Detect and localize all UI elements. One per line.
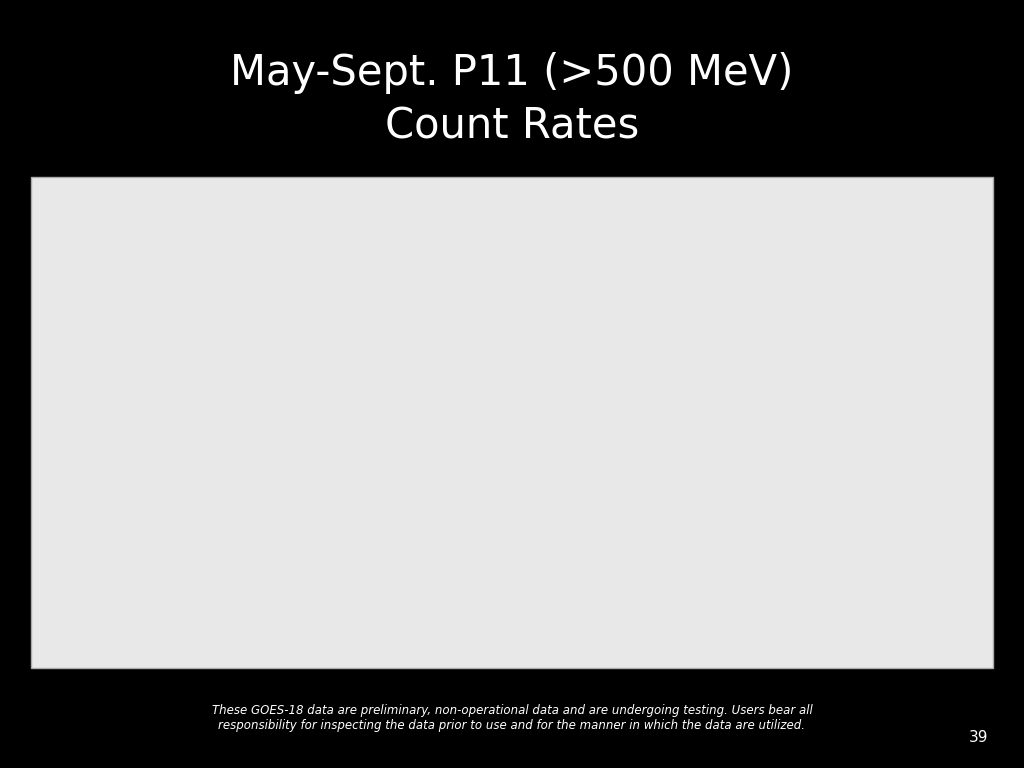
Text: These GOES-18 data are preliminary, non-operational data and are undergoing test: These GOES-18 data are preliminary, non-… [212, 704, 812, 732]
Text: May-Sept. P11 (>500 MeV): May-Sept. P11 (>500 MeV) [230, 52, 794, 94]
X-axis label: 2022: 2022 [521, 673, 564, 690]
Text: 39: 39 [969, 730, 988, 745]
Text: Count Rates: Count Rates [385, 106, 639, 147]
Legend: G16 SGPS-X, G17 SGPS-X, G18 SGPS-X, G16 SGPS+X, G17 SGPS+X, G18 SGPS+X: G16 SGPS-X, G17 SGPS-X, G18 SGPS-X, G16 … [109, 492, 249, 622]
Text: SGPS P11 (>500 MeV): SGPS P11 (>500 MeV) [128, 229, 352, 247]
Y-axis label: c/s: c/s [19, 405, 43, 422]
